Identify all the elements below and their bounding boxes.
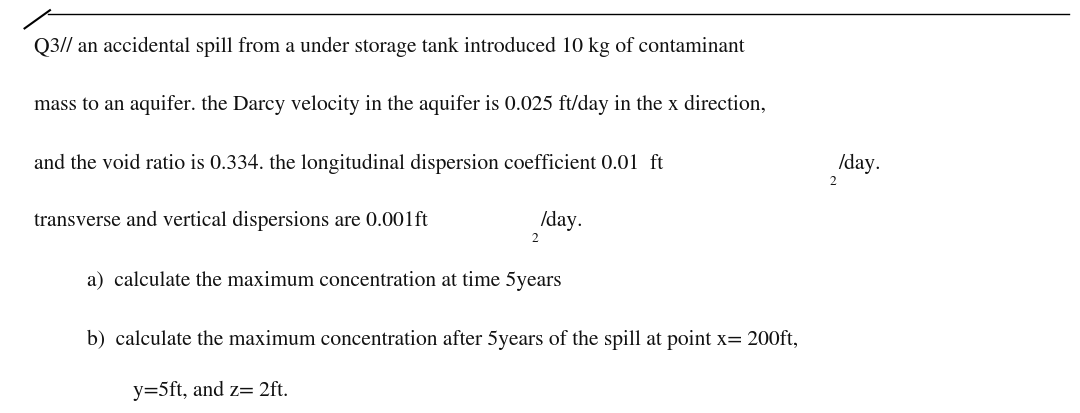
- Text: 2: 2: [532, 233, 539, 244]
- Text: 2: 2: [829, 176, 836, 188]
- Text: transverse and vertical dispersions are 0.001ft: transverse and vertical dispersions are …: [35, 211, 428, 231]
- Text: mass to an aquifer. the Darcy velocity in the aquifer is 0.025 ft/day in the x d: mass to an aquifer. the Darcy velocity i…: [35, 95, 766, 116]
- Text: b)  calculate the maximum concentration after 5years of the spill at point x= 20: b) calculate the maximum concentration a…: [87, 330, 798, 350]
- Text: /day.: /day.: [838, 154, 880, 174]
- Text: /day.: /day.: [540, 211, 583, 231]
- Text: Q3// an accidental spill from a under storage tank introduced 10 kg of contamina: Q3// an accidental spill from a under st…: [35, 36, 745, 57]
- Text: a)  calculate the maximum concentration at time 5years: a) calculate the maximum concentration a…: [87, 271, 562, 291]
- Text: y=5ft, and z= 2ft.: y=5ft, and z= 2ft.: [133, 380, 288, 401]
- Text: and the void ratio is 0.334. the longitudinal dispersion coefficient 0.01  ft: and the void ratio is 0.334. the longitu…: [35, 154, 663, 174]
